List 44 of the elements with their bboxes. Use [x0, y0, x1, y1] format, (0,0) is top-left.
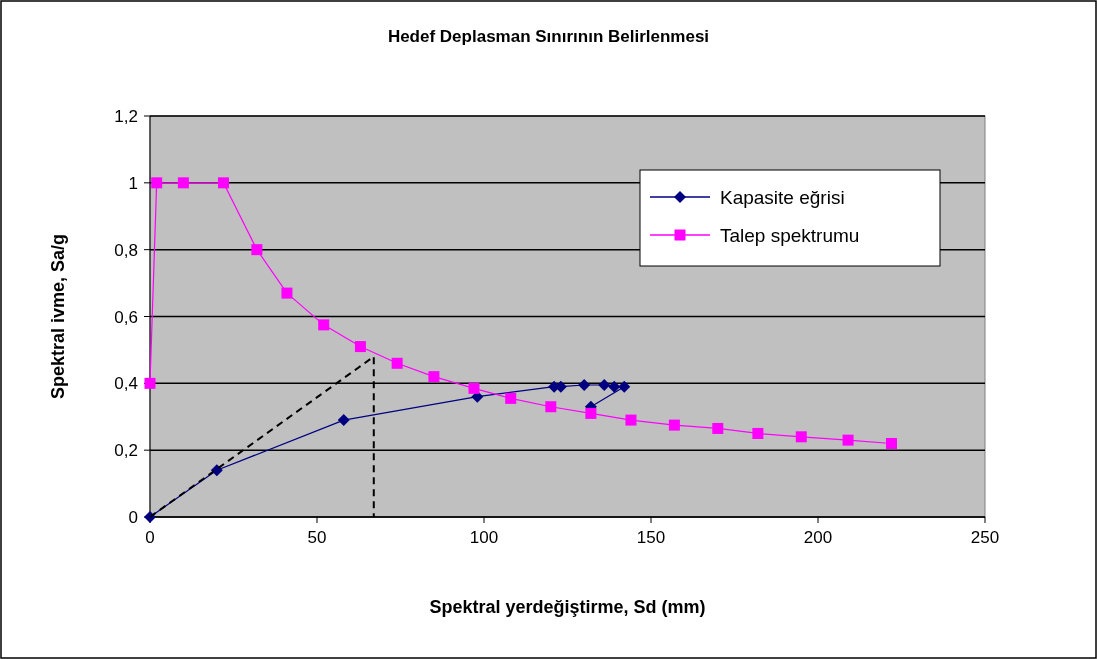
chart-title: Hedef Deplasman Sınırının Belirlenmesi	[387, 27, 710, 46]
point	[608, 380, 621, 393]
legend-label: Kapasite eğrisi	[720, 187, 845, 208]
x-tick-label: 250	[970, 528, 1000, 547]
point	[217, 177, 229, 189]
y-tick-label: 1	[128, 173, 138, 193]
y-tick-label: 0,2	[114, 441, 138, 461]
point	[712, 422, 724, 434]
point	[177, 177, 189, 189]
legend-label: Talep spektrumu	[720, 225, 860, 246]
y-tick-label: 0,4	[114, 374, 138, 394]
point	[428, 371, 440, 383]
point	[578, 379, 591, 391]
y-tick-label: 0,6	[114, 307, 138, 327]
point	[281, 287, 293, 299]
x-tick-label: 50	[307, 528, 327, 547]
point	[151, 177, 163, 189]
point	[505, 392, 517, 404]
point	[618, 380, 631, 393]
point	[842, 434, 854, 446]
x-axis-title: Spektral yerdeğiştirme, Sd (mm)	[429, 597, 706, 617]
y-axis-title: Spektral ivme, Sa/g	[48, 233, 68, 400]
point	[318, 319, 330, 331]
point	[585, 407, 597, 419]
x-tick-label: 200	[803, 528, 833, 547]
point	[391, 357, 403, 369]
x-tick-label: 100	[469, 528, 499, 547]
point	[625, 414, 637, 426]
point	[752, 427, 764, 439]
point	[795, 431, 807, 443]
point	[885, 437, 897, 449]
y-tick-label: 1,2	[114, 107, 138, 126]
point	[251, 244, 263, 256]
point	[545, 401, 557, 413]
y-tick-label: 0,8	[114, 240, 138, 260]
point	[337, 414, 350, 427]
x-tick-label: 150	[636, 528, 666, 547]
x-tick-label: 0	[145, 528, 155, 547]
y-tick-label: 0	[128, 508, 138, 527]
point	[210, 464, 223, 477]
point	[668, 419, 680, 431]
point	[598, 379, 611, 391]
point	[354, 341, 366, 353]
point	[468, 382, 480, 394]
